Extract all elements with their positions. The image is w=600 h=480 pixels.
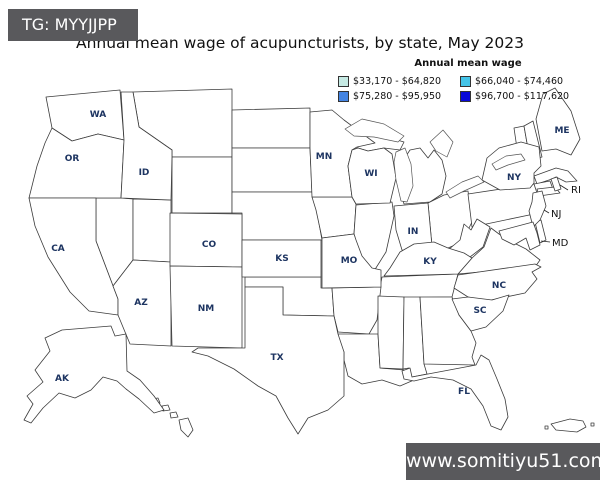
state-ND [231,107,311,149]
legend-item: $96,700 - $117,620 [460,91,598,102]
state-MD [498,221,541,251]
map-label-CO: CO [202,240,217,250]
state-KS [241,239,322,278]
map-label-WA: WA [90,110,107,120]
state-AK [23,325,165,424]
chart-title: Annual mean wage of acupuncturists, by s… [75,34,525,52]
territory-PR-islet [590,422,595,427]
lake-erie [445,175,485,199]
map-label-ME: ME [554,126,569,136]
legend-swatch-bin1 [338,76,349,87]
state-KY [383,241,473,277]
legend-label-bin3: $75,280 - $95,950 [353,91,442,102]
legend: Annual mean wage $33,170 - $64,820 $66,0… [338,58,598,102]
lake-superior [344,118,405,143]
watermark-top-left: TG: MYYJJPP [8,9,138,41]
lake-michigan [393,147,414,203]
state-UT [132,198,172,263]
legend-item: $66,040 - $74,460 [460,76,598,87]
map-label-CA: CA [51,244,65,254]
map-label-WI: WI [364,169,377,179]
map-label-NY: NY [507,173,522,183]
legend-swatch-bin4 [460,91,471,102]
map-label-OR: OR [65,154,80,164]
legend-grid: $33,170 - $64,820 $66,040 - $74,460 $75,… [338,76,598,102]
map-label-MO: MO [341,256,358,266]
map-label-KY: KY [423,257,437,267]
lake-ontario [491,153,526,171]
map-label-AZ: AZ [134,298,148,308]
map-label-MD: MD [552,238,569,249]
state-CA [28,197,119,316]
state-TN [377,273,459,299]
state-SC [451,294,510,332]
map-label-NC: NC [492,281,507,291]
legend-label-bin4: $96,700 - $117,620 [475,91,570,102]
state-MO [321,233,382,289]
legend-swatch-bin2 [460,76,471,87]
territory-PR-islet [544,425,549,430]
leader-line-RI [559,184,569,191]
legend-label-bin2: $66,040 - $74,460 [475,76,564,87]
map-label-NM: NM [198,304,215,314]
legend-item: $33,170 - $64,820 [338,76,460,87]
territory-PR [550,418,587,433]
map-label-AK: AK [55,374,70,384]
state-HI [178,417,194,438]
legend-swatch-bin3 [338,91,349,102]
state-AR [331,286,382,335]
map-label-NJ: NJ [551,209,561,220]
legend-item: $75,280 - $95,950 [338,91,460,102]
state-TX [191,286,345,435]
map-label-FL: FL [458,387,470,397]
state-HI [169,411,179,419]
state-labels: WA OR ID CA AZ NM CO KS TX AK MN WI IN MO KY NC SC FL NY ME [51,110,569,397]
callout-labels: RI NJ MD [551,185,581,249]
legend-title: Annual mean wage [414,58,522,69]
state-MS [377,295,405,370]
state-NJ [528,190,547,228]
state-SD [231,147,313,193]
state-NE [231,191,323,241]
state-WY [171,156,233,214]
lake-huron [429,129,454,158]
state-RI [550,176,562,192]
state-ME [535,87,581,156]
map-label-RI: RI [571,185,581,196]
state-ID [120,91,173,201]
map-label-MN: MN [316,152,333,162]
state-NY [481,141,542,191]
map-label-ID: ID [139,168,150,178]
map-label-KS: KS [275,254,288,264]
leader-line-NJ [543,209,550,214]
leader-line-MD [540,240,551,243]
map-label-IN: IN [408,227,419,237]
legend-label-bin1: $33,170 - $64,820 [353,76,442,87]
watermark-bottom-right: www.somitiyu51.com [406,443,600,480]
map-label-TX: TX [270,353,283,363]
map-label-SC: SC [473,306,486,316]
state-FL [401,354,509,431]
